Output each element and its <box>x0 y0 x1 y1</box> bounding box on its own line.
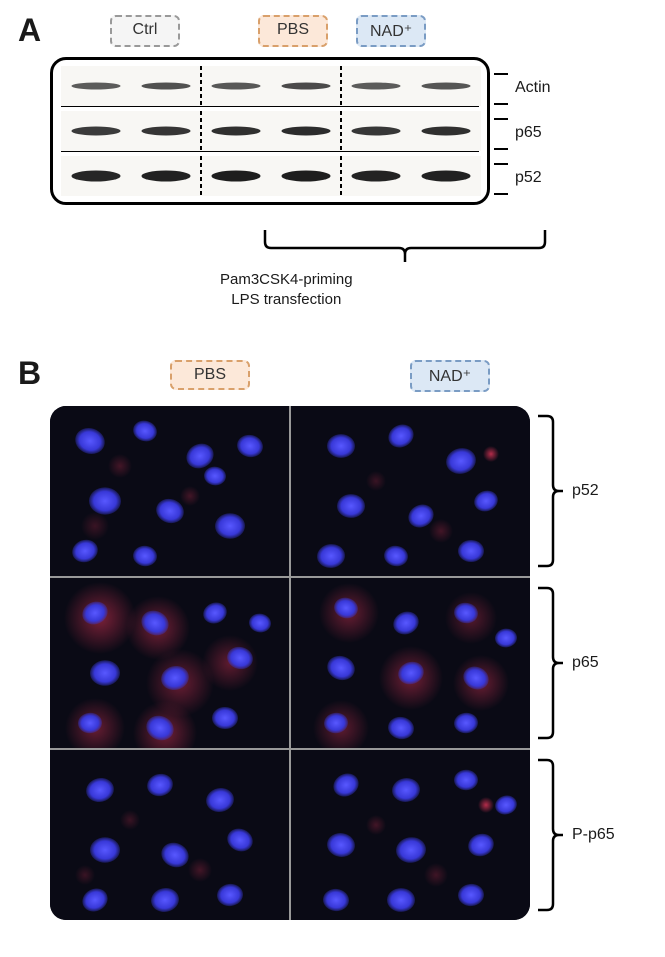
bracket-label: Pam3CSK4-primingLPS transfection <box>220 270 353 309</box>
panel-a: CtrlPBSNAD⁺ Actinp65p52 Pam3CSK4-priming… <box>50 15 610 205</box>
bracket-right-p-p65 <box>535 750 565 920</box>
if-row-label-p65: p65 <box>572 654 599 672</box>
if-cell-2 <box>50 578 289 748</box>
tick <box>494 103 508 105</box>
blot-row-actin <box>61 66 479 107</box>
panel-a-label: A <box>18 12 41 49</box>
bracket-right-p52 <box>535 406 565 576</box>
condition-box-ctrl: Ctrl <box>110 15 180 47</box>
blot-container <box>50 57 490 205</box>
blot-row-p52 <box>61 156 479 196</box>
condition-box-pbs: PBS <box>170 360 250 390</box>
condition-box-nad⁺: NAD⁺ <box>356 15 426 47</box>
panel-a-conditions: Ctrl PBS NAD⁺ <box>110 15 610 47</box>
tick <box>494 148 508 150</box>
bracket-bottom <box>260 230 550 270</box>
panel-b-label: B <box>18 355 41 392</box>
row-label-p52: p52 <box>515 169 542 187</box>
if-row-label-p-p65: P-p65 <box>572 826 615 844</box>
tick <box>494 193 508 195</box>
bracket-right-p65 <box>535 578 565 748</box>
if-cell-0 <box>50 406 289 576</box>
tick <box>494 163 508 165</box>
if-cell-1 <box>291 406 530 576</box>
condition-box-nad⁺: NAD⁺ <box>410 360 490 392</box>
tick <box>494 118 508 120</box>
panel-b: PBS NAD⁺ p52 p65 P-p65 <box>50 360 630 920</box>
if-row-label-p52: p52 <box>572 482 599 500</box>
row-label-actin: Actin <box>515 79 551 97</box>
if-cell-4 <box>50 750 289 920</box>
blot-row-p65 <box>61 111 479 152</box>
panel-b-conditions: PBS NAD⁺ <box>130 360 630 396</box>
row-label-p65: p65 <box>515 124 542 142</box>
condition-box-pbs: PBS <box>258 15 328 47</box>
tick <box>494 73 508 75</box>
if-cell-3 <box>291 578 530 748</box>
if-cell-5 <box>291 750 530 920</box>
if-grid <box>50 406 530 920</box>
